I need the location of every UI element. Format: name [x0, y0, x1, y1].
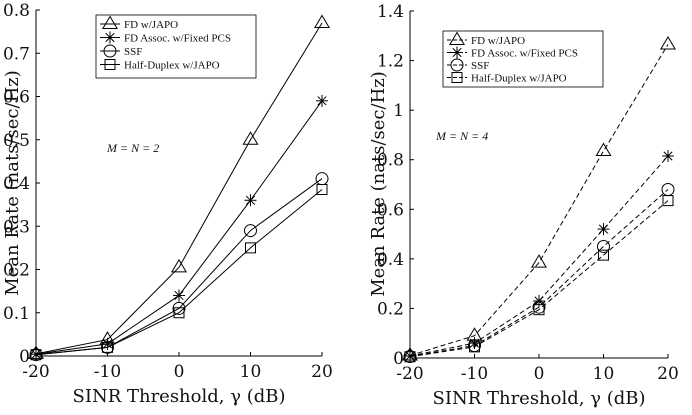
x-tick-label: -20 [396, 364, 423, 384]
data-point [242, 131, 259, 145]
legend-marker [104, 59, 116, 70]
data-point [244, 224, 257, 238]
data-point [469, 341, 480, 353]
series-line [409, 200, 669, 358]
x-tick-label: -20 [22, 362, 49, 382]
y-tick-label: 0.4 [3, 174, 30, 194]
data-point [597, 239, 610, 253]
legend-marker [103, 44, 117, 58]
data-point [313, 14, 331, 28]
right-chart-panel: -20 -10 0 10 20 0 0.2 0.4 0.6 0.8 1 1.2 1.4 FD w/JAP… [368, 2, 679, 409]
y-tick-label: 0.3 [3, 217, 30, 237]
data-point [316, 183, 328, 195]
y-axis-label: Mean Rate (nats/sec/Hz) [368, 71, 389, 297]
series-line [409, 44, 669, 356]
y-tick-label: 1.2 [377, 52, 404, 72]
x-axis-label: SINR Threshold, γ (dB) [433, 388, 646, 409]
series-line [35, 22, 323, 355]
data-point [530, 254, 548, 268]
left-chart-panel: -20 -10 0 10 20 0 0.1 0.2 0.3 0.4 0.5 0.6 0.7 0.8 FD … [2, 1, 333, 407]
legend-box [95, 14, 257, 79]
series-line [35, 189, 323, 356]
data-point [597, 223, 610, 236]
x-tick-label: 0 [174, 362, 185, 382]
x-tick-label: 10 [593, 364, 615, 384]
legend-marker [104, 31, 116, 44]
y-tick-label: 0.8 [3, 1, 30, 21]
y-tick-label: 0.2 [3, 261, 30, 281]
data-point [404, 351, 416, 363]
y-tick-label: 0.5 [3, 131, 30, 151]
x-axis-label: SINR Threshold, γ (dB) [73, 386, 286, 407]
legend-marker [451, 46, 463, 59]
y-tick-label: 0 [393, 349, 404, 369]
x-tick-label: -10 [94, 362, 121, 382]
y-tick-label: 0 [19, 347, 30, 367]
data-point [172, 301, 186, 315]
x-tick-label: 20 [311, 362, 333, 382]
data-point [173, 307, 185, 319]
x-tick-label: 20 [657, 364, 679, 384]
legend-label: FD Assoc. w/Fixed PCS [124, 33, 231, 45]
data-point [101, 337, 114, 350]
y-tick-label: 0.1 [3, 304, 30, 324]
data-point [662, 195, 674, 207]
legend-marker [101, 15, 119, 29]
data-point [30, 349, 42, 361]
annotation-label: M = N = 2 [106, 141, 159, 155]
data-point [659, 35, 677, 50]
series-line [409, 155, 669, 357]
data-point [29, 348, 43, 362]
legend-label: SSF [471, 60, 489, 72]
series-line [35, 100, 323, 355]
y-tick-label: 0.4 [377, 250, 404, 270]
legend-label: FD Assoc. w/Fixed PCS [471, 48, 578, 60]
y-tick-label: 0.6 [3, 88, 30, 108]
series-line [409, 189, 669, 358]
data-point [595, 142, 612, 157]
data-point [102, 341, 113, 353]
y-tick-label: 1 [393, 101, 404, 121]
y-tick-label: 0.6 [377, 200, 404, 220]
data-point [245, 242, 256, 254]
y-tick-label: 0.2 [377, 299, 404, 319]
legend-marker [448, 31, 466, 45]
legend-marker [450, 58, 464, 72]
data-point [101, 340, 114, 354]
y-axis-label: Mean Rate (nats/sec/Hz) [2, 70, 23, 296]
annotation-label: M = N = 4 [435, 129, 488, 143]
legend-label: FD w/JAPO [124, 19, 178, 31]
data-point [533, 304, 545, 316]
data-point [316, 94, 328, 107]
data-point [170, 258, 188, 273]
data-point [173, 289, 185, 302]
x-tick-label: 0 [534, 364, 545, 384]
legend-marker [451, 72, 463, 83]
data-point [532, 300, 546, 314]
legend-label: FD w/JAPO [471, 35, 525, 47]
data-point [598, 249, 609, 261]
y-tick-label: 0.7 [3, 44, 30, 64]
x-tick-label: -10 [461, 364, 488, 384]
data-point [244, 194, 257, 207]
y-tick-label: 1.4 [377, 2, 404, 22]
data-point [403, 350, 417, 364]
data-point [662, 149, 674, 162]
legend-box [442, 30, 604, 88]
legend-label: SSF [124, 46, 142, 58]
legend-label: Half-Duplex w/JAPO [471, 73, 567, 85]
y-tick-label: 0.8 [377, 151, 404, 171]
legend-label: Half-Duplex w/JAPO [124, 60, 220, 72]
x-tick-label: 10 [240, 362, 262, 382]
